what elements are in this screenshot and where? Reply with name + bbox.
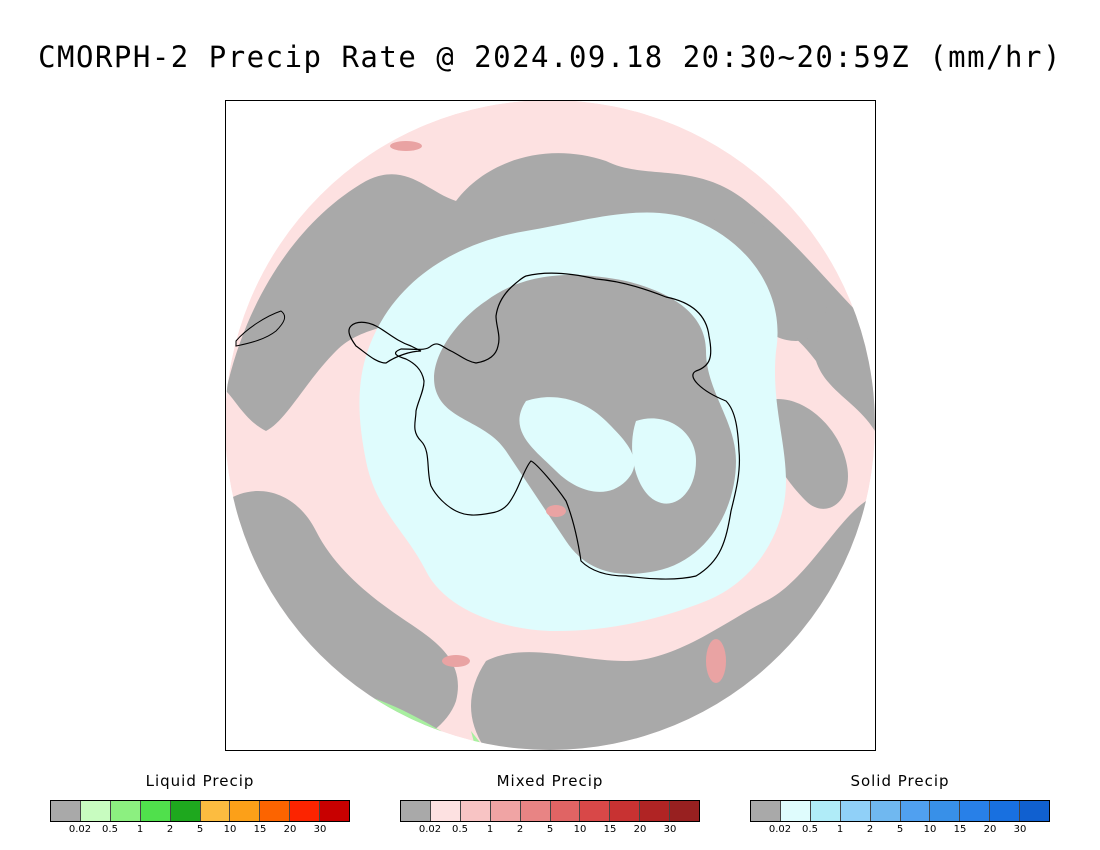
legend-swatch [580,801,611,821]
legend-tick-label: 2 [166,824,174,835]
legend-swatch [520,801,551,821]
legend-swatch [110,801,141,821]
legend-tick-label: 10 [223,824,237,835]
legend-tick-label: 0.5 [802,824,818,835]
legend-tick-label: 0.02 [68,824,92,835]
legend-swatch [670,801,700,821]
legend-tick-label: 10 [573,824,587,835]
legend-swatch [870,801,901,821]
map-panel [225,100,876,751]
legend-ticks: 0.02 0.5 1 2 5 10 15 20 30 [400,824,700,838]
map-title: CMORPH-2 Precip Rate @ 2024.09.18 20:30~… [38,40,1062,74]
mixed-moderate-patch [706,639,726,683]
solid-precip-area [519,397,635,492]
legend-tick-label: 1 [136,824,144,835]
legend-swatch [640,801,671,821]
legend-swatch [810,801,841,821]
legend-tick-label: 20 [983,824,997,835]
legend-tick-label: 0.02 [768,824,792,835]
legend-liquid: Liquid Precip 0.02 0.5 1 2 5 10 15 20 30 [50,772,350,838]
legend-tick-label: 5 [546,824,554,835]
legend-color-bar [750,800,1050,822]
legend-swatch [610,801,641,821]
legend-swatch [140,801,171,821]
legend-tick-label: 30 [313,824,327,835]
legend-swatch [401,801,431,821]
legend-tick-label: 30 [663,824,677,835]
legend-tick-label: 30 [1013,824,1027,835]
legend-ticks: 0.02 0.5 1 2 5 10 15 20 30 [750,824,1050,838]
legend-swatch [430,801,461,821]
legend-ticks: 0.02 0.5 1 2 5 10 15 20 30 [50,824,350,838]
legend-swatch [200,801,231,821]
legend-swatch [930,801,961,821]
legend-color-bar [50,800,350,822]
legend-swatch [460,801,491,821]
legend-tick-label: 20 [633,824,647,835]
legend-tick-label: 0.5 [452,824,468,835]
antarctic-peninsula-coastline [348,321,422,364]
legend-swatch [900,801,931,821]
mixed-moderate-patch [390,141,422,151]
mixed-moderate-patch [546,505,566,517]
legend-swatch [490,801,521,821]
legend-title: Solid Precip [850,772,950,790]
legend-tick-label: 2 [516,824,524,835]
legend-swatch [990,801,1021,821]
polar-precip-map [226,101,875,750]
legend-tick-label: 5 [896,824,904,835]
legend-tick-label: 2 [866,824,874,835]
legend-tick-label: 15 [953,824,967,835]
legend-swatch [260,801,291,821]
legend-swatch [230,801,261,821]
legend-mixed: Mixed Precip 0.02 0.5 1 2 5 10 15 20 30 [400,772,700,838]
legend-color-bar [400,800,700,822]
legend-swatch [290,801,321,821]
legend-swatch [751,801,781,821]
legend-swatch [780,801,811,821]
south-america-coastline [235,310,286,347]
legend-tick-label: 5 [196,824,204,835]
legend-swatch [550,801,581,821]
solid-precip-area [632,418,696,504]
legend-swatch [960,801,991,821]
legend-tick-label: 15 [253,824,267,835]
legend-tick-label: 15 [603,824,617,835]
legend-solid: Solid Precip 0.02 0.5 1 2 5 10 15 20 30 [750,772,1050,838]
legend-tick-label: 0.5 [102,824,118,835]
antarctica-coastline [394,272,741,580]
legend-swatch [170,801,201,821]
legend-swatch [80,801,111,821]
legend-swatch [51,801,81,821]
legend-swatch [1020,801,1050,821]
legend-swatch [320,801,350,821]
mixed-moderate-patch [442,655,470,667]
legend-tick-label: 1 [486,824,494,835]
legend-tick-label: 10 [923,824,937,835]
no-precip-area [764,399,848,509]
legend-tick-label: 20 [283,824,297,835]
legend-swatch [840,801,871,821]
legend-tick-label: 0.02 [418,824,442,835]
legend-title: Mixed Precip [496,772,604,790]
legend-tick-label: 1 [836,824,844,835]
legend-title: Liquid Precip [145,772,255,790]
